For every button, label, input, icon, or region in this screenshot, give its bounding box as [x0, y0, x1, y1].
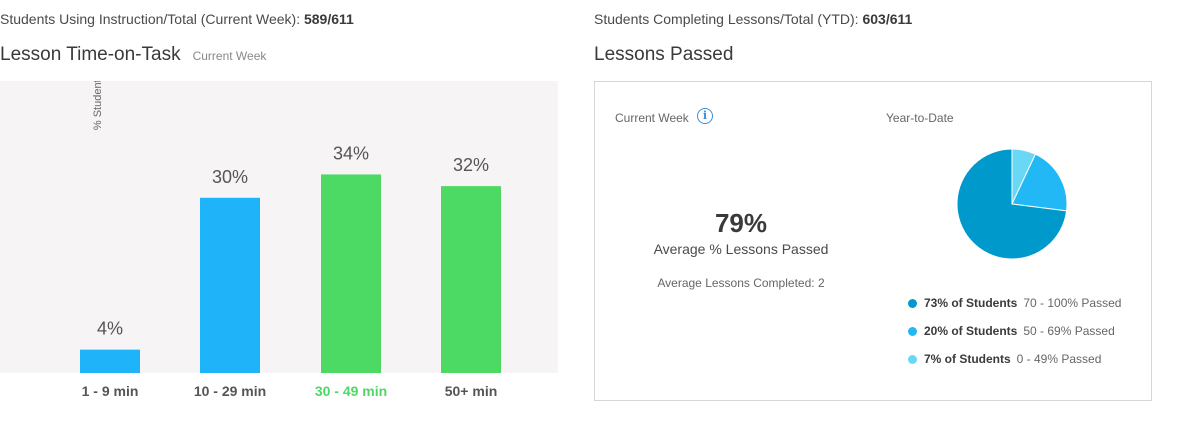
bar-3[interactable]: [321, 174, 381, 373]
average-percent-passed: 79%: [714, 208, 768, 238]
year-to-date-label: Year-to-Date: [886, 111, 954, 125]
pie-legend: 73% of Students 70 - 100% Passed 20% of St…: [908, 289, 1121, 373]
legend-label: 20% of Students: [924, 324, 1018, 338]
legend-label: 73% of Students: [924, 296, 1018, 310]
y-axis-label: % Students: [92, 81, 104, 130]
students-completing-lessons-stat: Students Completing Lessons/Total (YTD):…: [594, 11, 912, 27]
time-on-task-subtitle: Current Week: [192, 49, 267, 63]
pie-slice-2[interactable]: [1011, 153, 1068, 212]
bar-value-label-2: 30%: [212, 167, 248, 187]
category-label-3: 30 - 49 min: [315, 383, 387, 399]
time-on-task-chart: % Students 4% 1 - 9 min 30% 10 - 29 min 34% 3…: [0, 81, 558, 411]
bar-value-label-4: 32%: [453, 155, 489, 175]
bar-4[interactable]: [441, 186, 501, 373]
students-using-instruction-stat: Students Using Instruction/Total (Curren…: [0, 11, 354, 27]
time-on-task-title: Lesson Time-on-Task Current Week: [0, 44, 266, 66]
stat-label: Students Using Instruction/Total (Curren…: [0, 11, 301, 27]
average-lessons-completed: Average Lessons Completed: 2: [595, 276, 887, 290]
info-icon[interactable]: i: [697, 108, 713, 124]
legend-item-1: 73% of Students 70 - 100% Passed: [908, 289, 1121, 317]
bar-value-label-1: 4%: [97, 319, 123, 339]
average-percent-passed-label: Average % Lessons Passed: [653, 241, 829, 257]
pie-slice-1[interactable]: [956, 148, 1068, 260]
average-lessons-completed-value: 2: [817, 276, 825, 290]
category-label-1: 1 - 9 min: [82, 383, 139, 399]
legend-item-3: 7% of Students 0 - 49% Passed: [908, 345, 1121, 373]
legend-range: 70 - 100% Passed: [1023, 296, 1122, 310]
average-lessons-completed-label: Average Lessons Completed:: [657, 276, 815, 290]
legend-range: 50 - 69% Passed: [1023, 324, 1115, 338]
bar-chart-svg: % Students 4% 1 - 9 min 30% 10 - 29 min 34% 3…: [0, 81, 558, 399]
legend-item-2: 20% of Students 50 - 69% Passed: [908, 317, 1121, 345]
lessons-passed-title: Lessons Passed: [594, 44, 734, 65]
ytd-pie-chart: [956, 148, 1068, 260]
legend-swatch: [908, 354, 917, 364]
legend-swatch: [908, 298, 917, 308]
bar-value-label-3: 34%: [333, 143, 369, 163]
stat-label: Students Completing Lessons/Total (YTD):: [594, 11, 859, 27]
stat-value: 603/611: [862, 11, 913, 27]
legend-swatch: [908, 326, 917, 336]
category-label-4: 50+ min: [445, 383, 498, 399]
lessons-passed-card: Current Week i Year-to-Date 79% Average …: [594, 81, 1152, 401]
bar-2[interactable]: [200, 197, 260, 373]
legend-range: 0 - 49% Passed: [1016, 352, 1102, 366]
stat-value: 589/611: [303, 11, 354, 27]
time-on-task-title-text: Lesson Time-on-Task: [0, 44, 181, 65]
bar-1[interactable]: [80, 349, 140, 373]
category-label-2: 10 - 29 min: [194, 383, 266, 399]
current-week-label: Current Week: [615, 111, 689, 125]
legend-label: 7% of Students: [924, 352, 1011, 366]
